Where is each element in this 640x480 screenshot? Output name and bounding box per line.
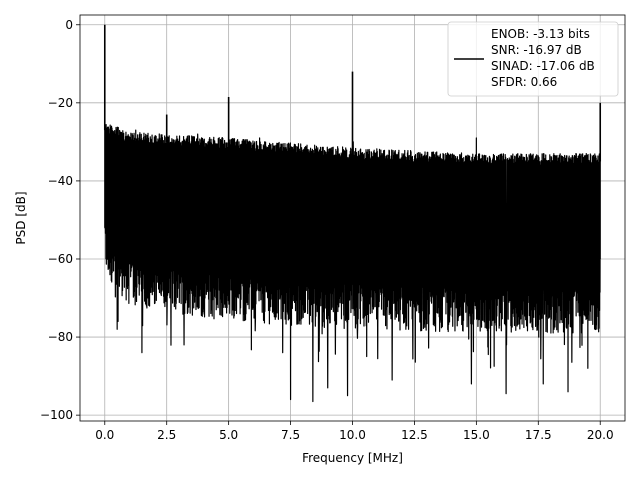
- y-tick-label: −40: [48, 174, 73, 188]
- psd-series: [103, 24, 602, 403]
- x-tick-label: 17.5: [525, 428, 552, 442]
- x-tick-label: 15.0: [463, 428, 490, 442]
- x-tick-label: 20.0: [587, 428, 614, 442]
- x-axis: 0.0 2.5 5.0 7.5 10.0 12.5 15.0 17.5 20.0: [95, 421, 614, 442]
- x-axis-label: Frequency [MHz]: [302, 451, 403, 465]
- y-axis: 0 −20 −40 −60 −80 −100: [40, 18, 80, 422]
- x-tick-label: 12.5: [401, 428, 428, 442]
- legend-entry-snr: SNR: -16.97 dB: [491, 43, 582, 57]
- legend-box: [447, 21, 619, 97]
- x-tick-label: 10.0: [339, 428, 366, 442]
- x-tick-label: 5.0: [219, 428, 238, 442]
- psd-trace: [104, 102, 601, 403]
- y-tick-label: −100: [40, 408, 73, 422]
- legend-entry-enob: ENOB: -3.13 bits: [491, 27, 590, 41]
- x-tick-label: 7.5: [281, 428, 300, 442]
- y-tick-label: 0: [65, 18, 73, 32]
- y-tick-label: −20: [48, 96, 73, 110]
- x-tick-label: 2.5: [157, 428, 176, 442]
- y-tick-label: −80: [48, 330, 73, 344]
- x-tick-label: 0.0: [95, 428, 114, 442]
- y-tick-label: −60: [48, 252, 73, 266]
- y-axis-label: PSD [dB]: [14, 191, 28, 244]
- legend: ENOB: -3.13 bits SNR: -16.97 dB SINAD: -…: [447, 21, 619, 97]
- legend-entry-sinad: SINAD: -17.06 dB: [491, 59, 595, 73]
- legend-entry-sfdr: SFDR: 0.66: [491, 75, 557, 89]
